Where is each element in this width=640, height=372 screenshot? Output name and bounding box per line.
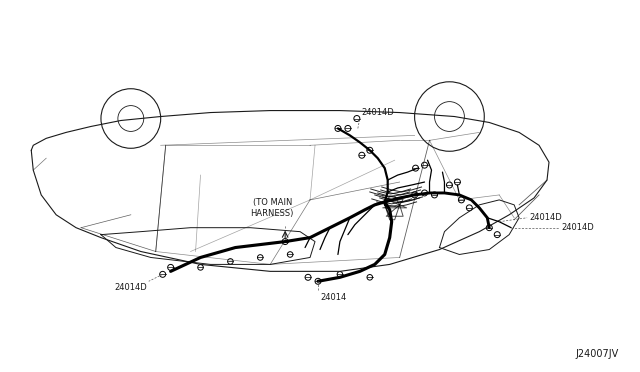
Text: 24014D: 24014D xyxy=(561,223,594,232)
Text: J24007JV: J24007JV xyxy=(575,349,619,359)
Text: (TO MAIN
HARNESS): (TO MAIN HARNESS) xyxy=(250,198,294,218)
Text: 24014D: 24014D xyxy=(529,213,562,222)
Text: 24014D: 24014D xyxy=(362,108,395,116)
Text: 24014: 24014 xyxy=(320,293,346,302)
Text: 24014D: 24014D xyxy=(114,283,147,292)
